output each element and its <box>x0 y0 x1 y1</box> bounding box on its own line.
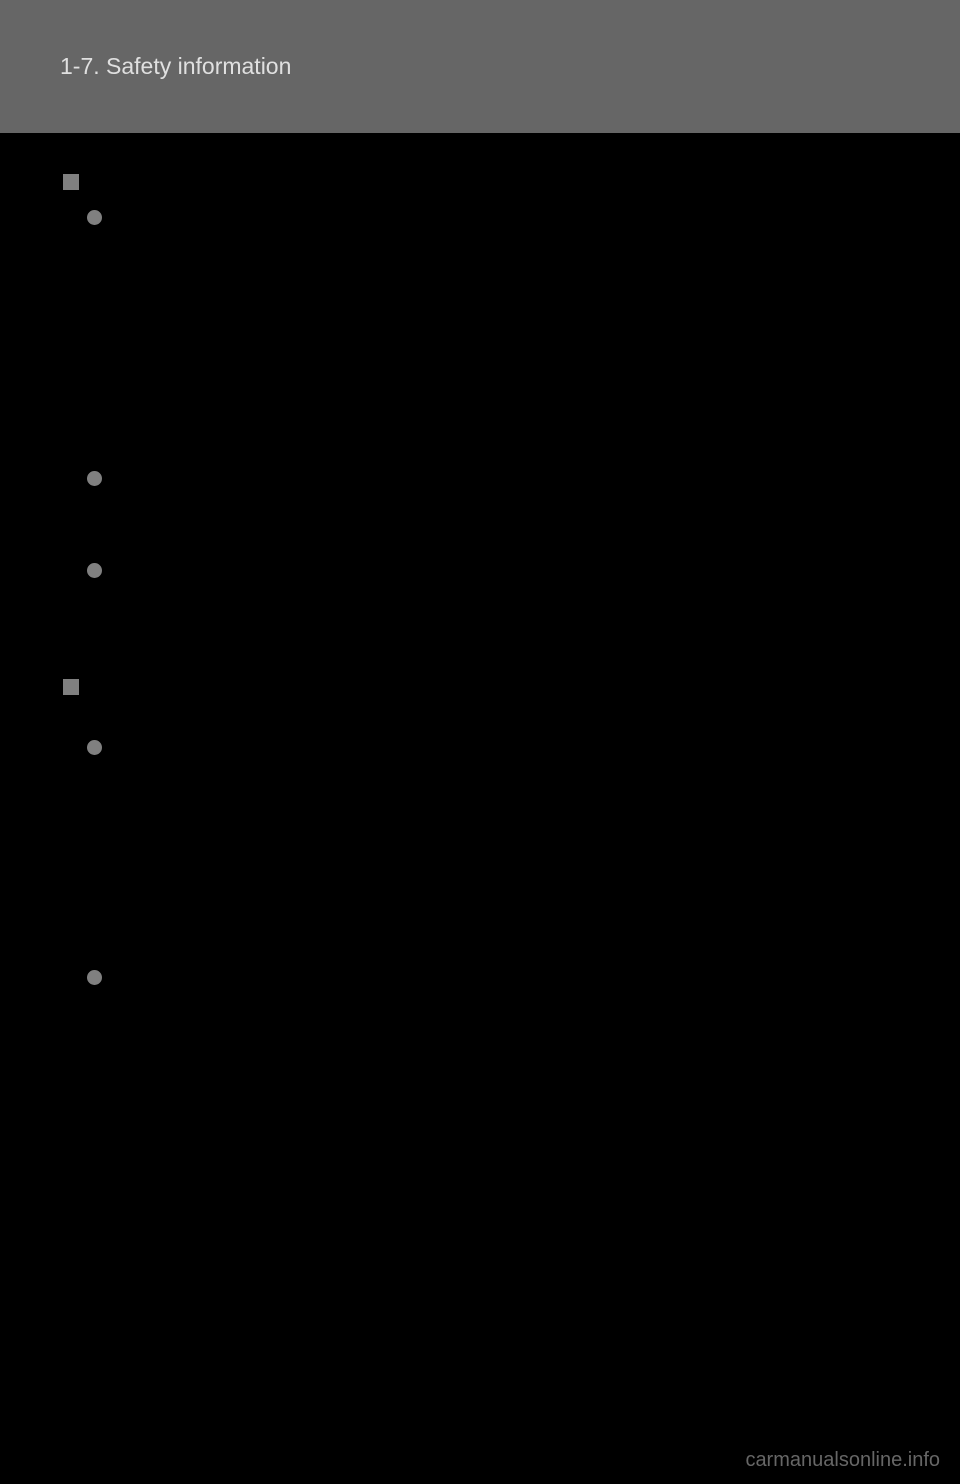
watermark-text: carmanualsonline.info <box>745 1449 940 1472</box>
circle-bullet-icon <box>87 563 102 578</box>
circle-bullet-icon <box>87 471 102 486</box>
square-bullet-icon <box>63 174 79 190</box>
square-bullet-icon <box>63 679 79 695</box>
header-bar: 1-7. Safety information <box>0 0 960 133</box>
circle-bullet-icon <box>87 740 102 755</box>
section-title: 1-7. Safety information <box>60 53 291 80</box>
circle-bullet-icon <box>87 970 102 985</box>
circle-bullet-icon <box>87 210 102 225</box>
